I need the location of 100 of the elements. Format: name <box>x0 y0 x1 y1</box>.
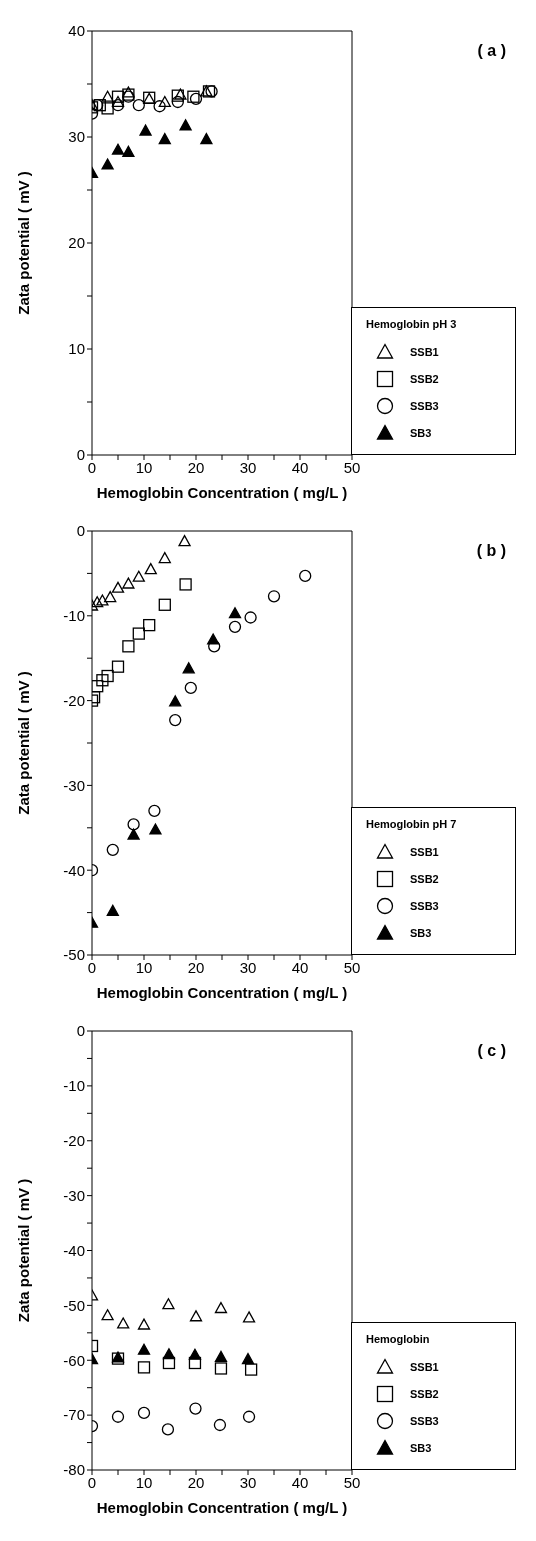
point <box>137 1343 151 1355</box>
x-axis-title: Hemoglobin Concentration ( mg/L ) <box>96 984 348 1001</box>
point <box>96 674 109 687</box>
legend-label: SSB1 <box>410 1360 439 1373</box>
y-tick-label: -60 <box>63 1351 85 1369</box>
x-tick-label: 40 <box>291 1473 309 1491</box>
x-tick-label: 40 <box>291 958 309 976</box>
point <box>137 1361 151 1374</box>
y-tick-label: 20 <box>68 234 85 252</box>
point <box>111 660 125 673</box>
y-tick-label: -20 <box>63 691 85 709</box>
text: ( a ) <box>477 42 506 60</box>
x-tick-label: 40 <box>291 458 309 476</box>
y-tick-label: 30 <box>68 128 85 146</box>
y-axis-title: Zata potential ( mV ) <box>15 1178 33 1323</box>
point <box>242 1410 256 1423</box>
point <box>242 1311 256 1323</box>
point <box>92 680 104 693</box>
legend-title: Hemoglobin pH 7 <box>366 818 458 830</box>
point <box>111 143 125 155</box>
point <box>244 611 257 624</box>
point <box>169 713 182 727</box>
legend-title: Hemoglobin <box>366 1333 431 1345</box>
point <box>106 904 119 916</box>
point <box>182 662 195 674</box>
x-tick-label: 20 <box>187 958 205 976</box>
point <box>111 581 125 593</box>
point <box>161 1423 175 1436</box>
y-tick-label: -10 <box>63 607 85 625</box>
x-tick-label: 30 <box>239 1473 257 1491</box>
point <box>158 598 171 611</box>
x-tick-label: 0 <box>87 958 97 976</box>
point <box>158 95 171 108</box>
point <box>200 132 213 145</box>
x-tick-label: 10 <box>135 458 153 476</box>
point <box>179 578 192 591</box>
y-tick-label: 40 <box>68 22 85 40</box>
point <box>188 1356 202 1370</box>
point <box>241 1353 255 1365</box>
legend-label: SSB3 <box>410 899 439 912</box>
point <box>111 90 125 103</box>
point <box>127 818 140 831</box>
legend-label: SSB2 <box>410 872 439 885</box>
point <box>148 804 161 817</box>
point <box>213 1418 227 1432</box>
point <box>299 569 312 583</box>
x-axis-title: Hemoglobin Concentration ( mg/L ) <box>96 1499 348 1516</box>
y-tick-label: -50 <box>63 1296 85 1314</box>
x-tick-label: 0 <box>87 1473 97 1491</box>
legend-label: SB3 <box>410 1441 432 1454</box>
point <box>132 570 145 582</box>
y-tick-label: -30 <box>63 1186 85 1204</box>
point <box>101 669 114 683</box>
point <box>104 590 117 603</box>
x-tick-label: 10 <box>135 1473 153 1491</box>
point <box>111 1410 125 1423</box>
point <box>184 681 197 695</box>
point <box>122 640 135 653</box>
y-tick-label: 0 <box>76 522 85 540</box>
legend-label: SB3 <box>410 426 432 439</box>
x-tick-label: 20 <box>187 1473 205 1491</box>
point <box>101 158 114 170</box>
point <box>153 100 166 113</box>
point <box>101 1309 114 1321</box>
x-tick-label: 50 <box>343 458 361 476</box>
point <box>267 590 281 603</box>
point <box>149 823 162 835</box>
y-axis-title: Zata potential ( mV ) <box>15 171 33 315</box>
y-tick-label: -40 <box>63 861 85 879</box>
point <box>101 102 114 115</box>
x-tick-label: 0 <box>87 458 97 476</box>
point <box>188 1348 202 1360</box>
point <box>92 596 104 608</box>
y-tick-label: -40 <box>63 1241 85 1259</box>
point <box>132 99 145 112</box>
text: ( b ) <box>476 542 506 560</box>
point <box>144 563 157 575</box>
point <box>158 132 171 145</box>
legend-title: Hemoglobin pH 3 <box>366 318 458 330</box>
point <box>101 90 114 102</box>
point <box>171 95 184 109</box>
point <box>137 1406 151 1420</box>
legend-label: SSB1 <box>410 845 439 858</box>
y-tick-label: -80 <box>63 1461 85 1479</box>
y-tick-label: -50 <box>63 946 85 964</box>
x-tick-label: 20 <box>187 458 205 476</box>
point <box>169 695 182 707</box>
point <box>132 627 145 640</box>
point <box>228 607 242 619</box>
point <box>178 535 191 547</box>
x-tick-label: 50 <box>343 958 361 976</box>
point <box>111 99 125 112</box>
point <box>214 1350 228 1363</box>
point <box>158 551 171 564</box>
y-axis-title: Zata potential ( mV ) <box>15 671 33 815</box>
point <box>214 1362 228 1375</box>
point <box>228 620 242 633</box>
legend-label: SB3 <box>410 926 432 939</box>
text: ( c ) <box>477 1042 506 1060</box>
point <box>122 145 135 157</box>
